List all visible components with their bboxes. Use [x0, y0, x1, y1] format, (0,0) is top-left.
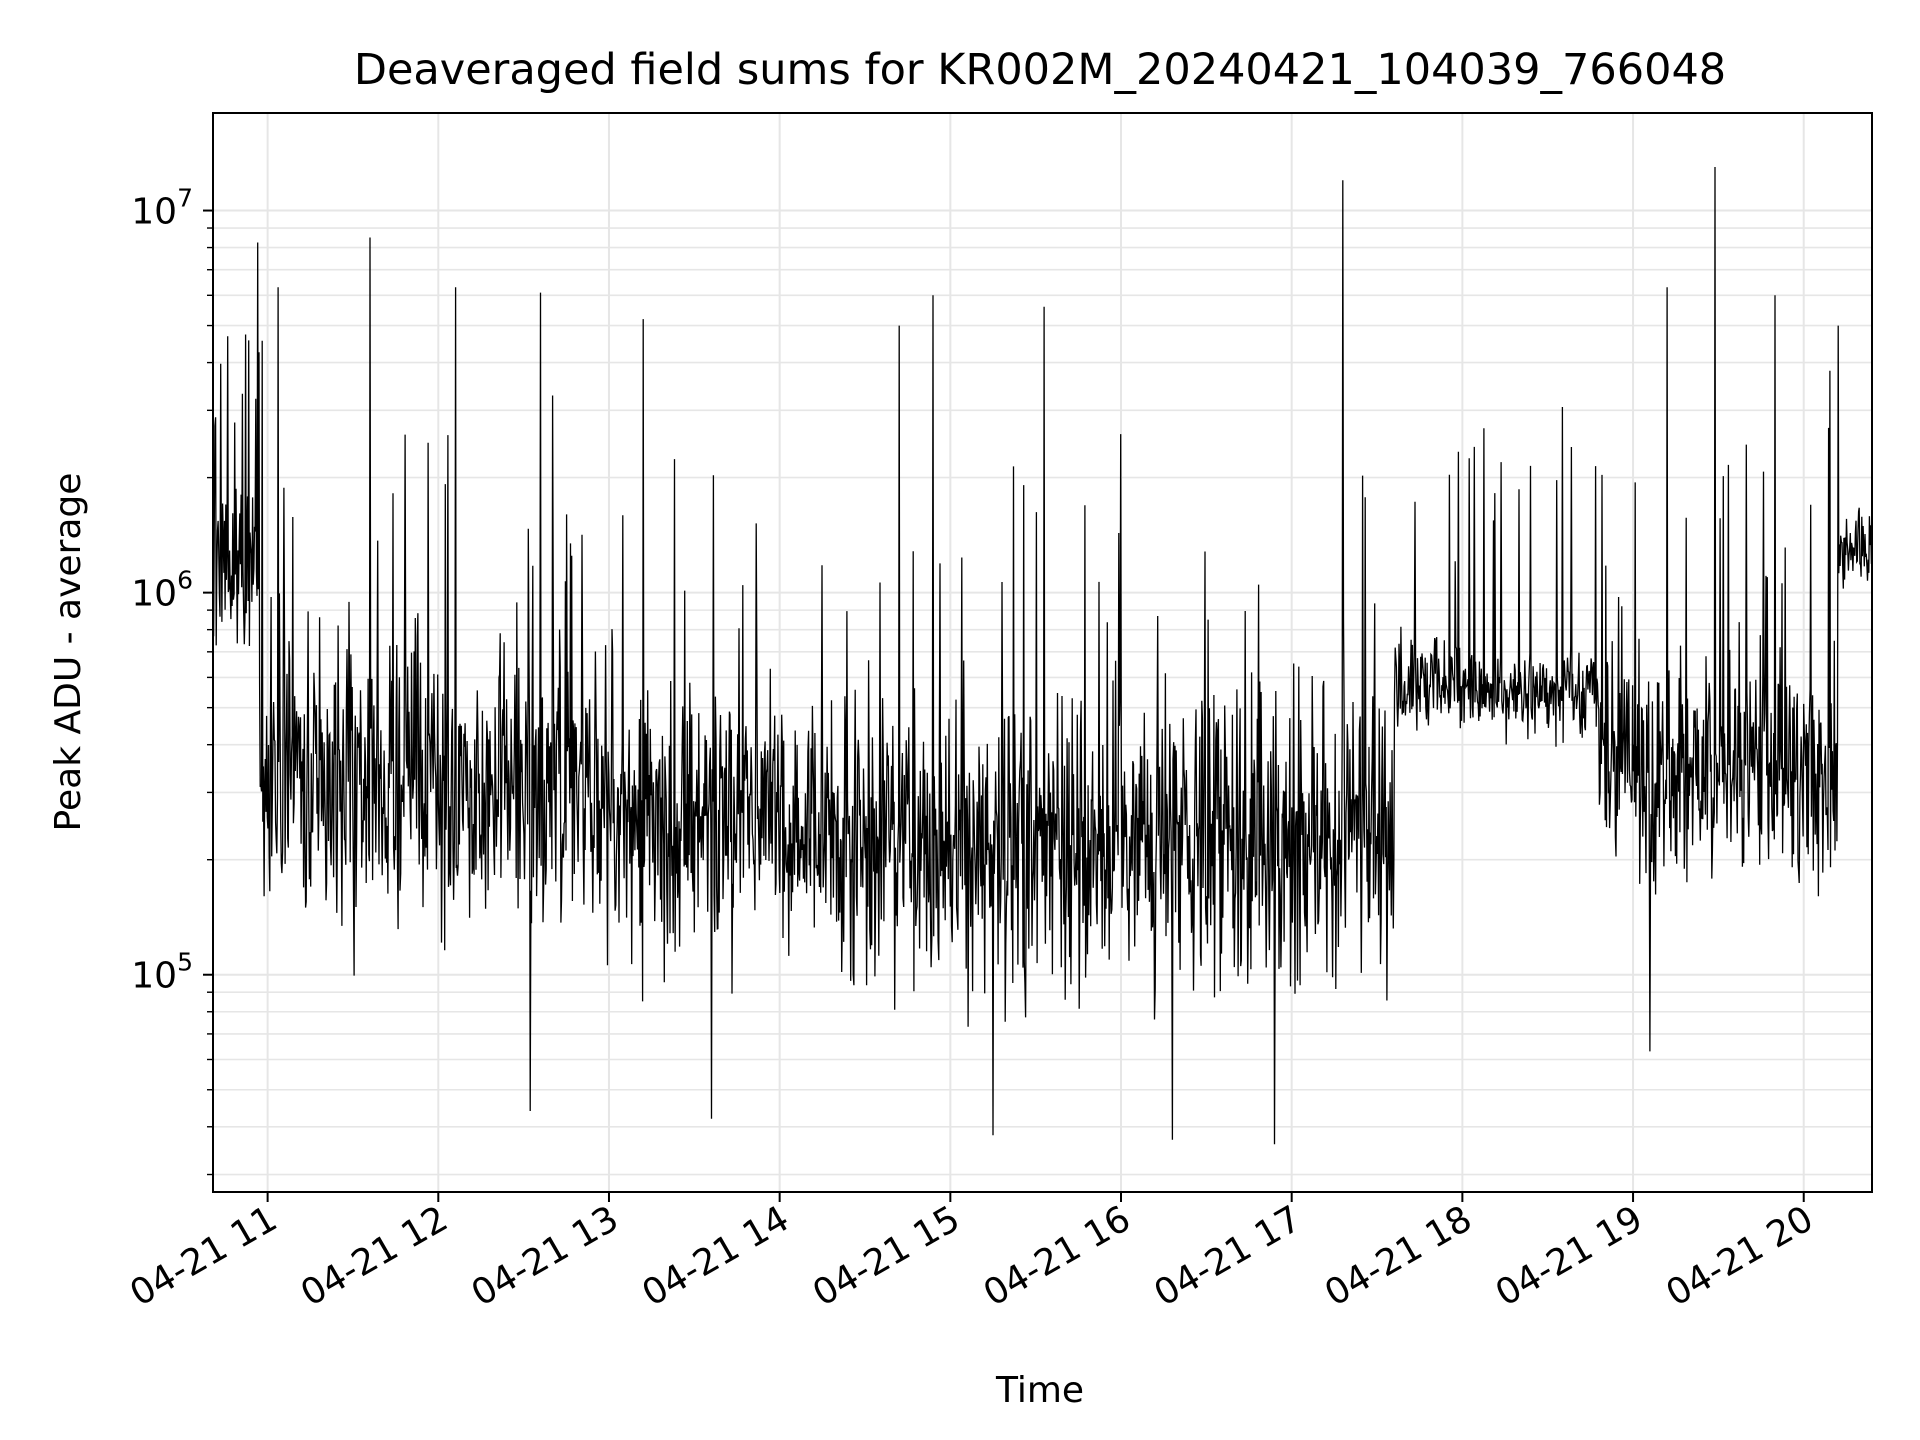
y-axis-label: Peak ADU - average — [48, 473, 89, 832]
chart-title: Deaveraged field sums for KR002M_2024042… — [354, 45, 1726, 95]
series-line — [212, 166, 1873, 1145]
x-axis-label: Time — [995, 1370, 1084, 1411]
y-tick-label: 106 — [131, 566, 193, 615]
y-tick-label: 105 — [131, 948, 193, 997]
y-axis: 105 106 107 — [131, 184, 213, 1176]
data-series — [212, 166, 1873, 1145]
y-tick-label: 107 — [131, 184, 193, 233]
